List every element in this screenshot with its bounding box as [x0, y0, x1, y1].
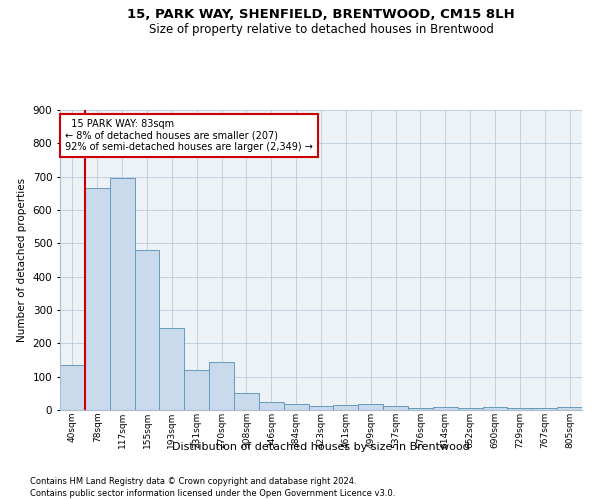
Text: 15, PARK WAY, SHENFIELD, BRENTWOOD, CM15 8LH: 15, PARK WAY, SHENFIELD, BRENTWOOD, CM15… [127, 8, 515, 20]
Bar [308, 406, 334, 410]
Bar [508, 408, 532, 410]
Bar [532, 408, 557, 410]
Bar [134, 250, 160, 410]
Text: Contains HM Land Registry data © Crown copyright and database right 2024.: Contains HM Land Registry data © Crown c… [30, 478, 356, 486]
Bar [433, 408, 458, 410]
Bar [60, 365, 85, 410]
Bar [234, 394, 259, 410]
Bar [110, 178, 134, 410]
Bar [209, 362, 234, 410]
Bar [284, 404, 308, 410]
Bar [184, 370, 209, 410]
Text: 15 PARK WAY: 83sqm
← 8% of detached houses are smaller (207)
92% of semi-detache: 15 PARK WAY: 83sqm ← 8% of detached hous… [65, 119, 313, 152]
Bar [482, 406, 508, 410]
Bar [458, 408, 482, 410]
Bar [557, 406, 582, 410]
Text: Contains public sector information licensed under the Open Government Licence v3: Contains public sector information licen… [30, 489, 395, 498]
Bar [259, 402, 284, 410]
Bar [160, 328, 184, 410]
Y-axis label: Number of detached properties: Number of detached properties [17, 178, 27, 342]
Text: Distribution of detached houses by size in Brentwood: Distribution of detached houses by size … [172, 442, 470, 452]
Bar [408, 408, 433, 410]
Bar [85, 188, 110, 410]
Bar [383, 406, 408, 410]
Text: Size of property relative to detached houses in Brentwood: Size of property relative to detached ho… [149, 22, 493, 36]
Bar [334, 405, 358, 410]
Bar [358, 404, 383, 410]
